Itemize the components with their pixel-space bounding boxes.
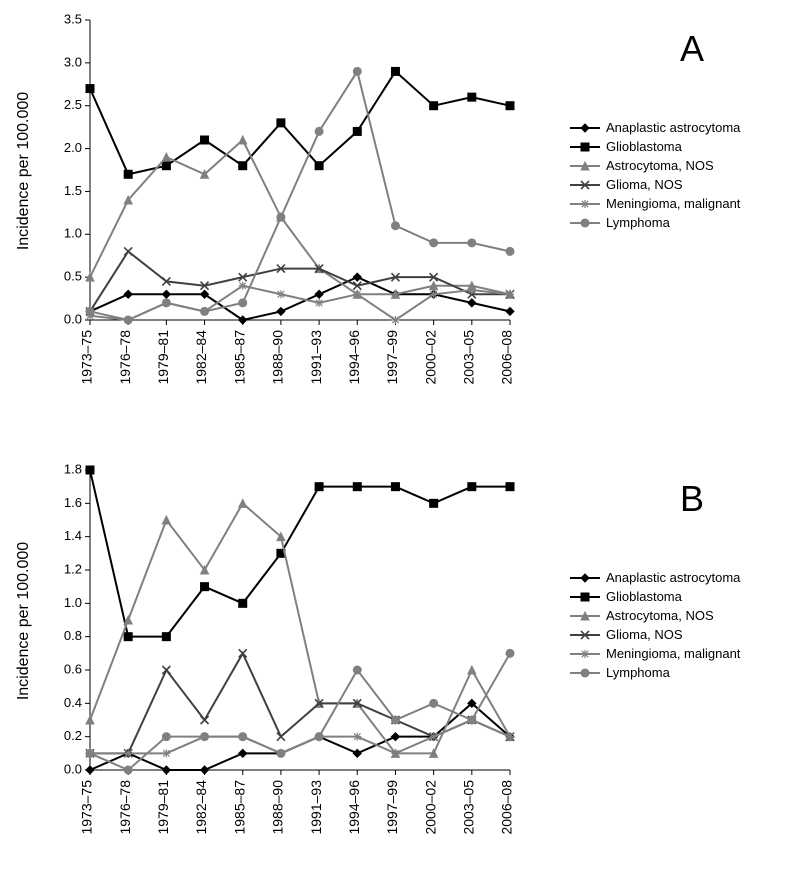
legend-item: Astrocytoma, NOS xyxy=(570,608,740,623)
legend-swatch xyxy=(570,122,600,134)
legend-b: Anaplastic astrocytoma Glioblastoma Astroc… xyxy=(570,570,740,684)
legend-label: Anaplastic astrocytoma xyxy=(606,570,740,585)
svg-text:2000–02: 2000–02 xyxy=(422,780,438,835)
legend-swatch xyxy=(570,141,600,153)
legend-label: Astrocytoma, NOS xyxy=(606,158,714,173)
svg-text:0.2: 0.2 xyxy=(64,728,82,743)
legend-label: Anaplastic astrocytoma xyxy=(606,120,740,135)
legend-a: Anaplastic astrocytoma Glioblastoma Astroc… xyxy=(570,120,740,234)
chart-b: 0.0 0.2 0.4 0.6 0.8 1.0 1.2 1.4 1.6 1.8 1973–75 197… xyxy=(0,460,530,850)
legend-swatch xyxy=(570,610,600,622)
legend-label: Glioblastoma xyxy=(606,589,682,604)
legend-swatch xyxy=(570,591,600,603)
legend-item: Lymphoma xyxy=(570,665,740,680)
legend-swatch xyxy=(570,160,600,172)
svg-text:1.8: 1.8 xyxy=(64,461,82,476)
svg-text:1991–93: 1991–93 xyxy=(308,780,324,835)
panel-label-a: A xyxy=(680,28,704,70)
svg-text:1988–90: 1988–90 xyxy=(270,330,286,385)
svg-text:2.0: 2.0 xyxy=(64,140,82,155)
legend-label: Lymphoma xyxy=(606,665,670,680)
svg-text:1982–84: 1982–84 xyxy=(193,330,209,385)
legend-label: Lymphoma xyxy=(606,215,670,230)
svg-text:2000–02: 2000–02 xyxy=(422,330,438,385)
svg-text:1979–81: 1979–81 xyxy=(155,780,171,835)
legend-label: Astrocytoma, NOS xyxy=(606,608,714,623)
svg-text:1994–96: 1994–96 xyxy=(346,330,362,385)
svg-text:1.6: 1.6 xyxy=(64,495,82,510)
svg-text:0.4: 0.4 xyxy=(64,695,82,710)
figure: Incidence per 100.000 Incidence per 100.… xyxy=(0,0,800,880)
legend-swatch xyxy=(570,198,600,210)
svg-text:1.0: 1.0 xyxy=(64,226,82,241)
legend-label: Meningioma, malignant xyxy=(606,196,740,211)
legend-item: Anaplastic astrocytoma xyxy=(570,570,740,585)
svg-text:3.0: 3.0 xyxy=(64,54,82,69)
svg-text:1997–99: 1997–99 xyxy=(384,780,400,835)
svg-text:2003–05: 2003–05 xyxy=(461,780,477,835)
legend-item: Glioma, NOS xyxy=(570,627,740,642)
svg-text:1994–96: 1994–96 xyxy=(346,780,362,835)
legend-swatch xyxy=(570,667,600,679)
svg-text:2.5: 2.5 xyxy=(64,97,82,112)
legend-label: Glioma, NOS xyxy=(606,627,683,642)
svg-text:0.0: 0.0 xyxy=(64,311,82,326)
legend-swatch xyxy=(570,648,600,660)
legend-swatch xyxy=(570,217,600,229)
svg-text:2006–08: 2006–08 xyxy=(499,330,515,385)
svg-text:0.0: 0.0 xyxy=(64,761,82,776)
legend-item: Glioblastoma xyxy=(570,139,740,154)
legend-item: Meningioma, malignant xyxy=(570,646,740,661)
svg-text:1985–87: 1985–87 xyxy=(231,780,247,835)
svg-text:1985–87: 1985–87 xyxy=(231,330,247,385)
svg-text:1988–90: 1988–90 xyxy=(270,780,286,835)
legend-item: Anaplastic astrocytoma xyxy=(570,120,740,135)
legend-label: Glioma, NOS xyxy=(606,177,683,192)
legend-item: Glioma, NOS xyxy=(570,177,740,192)
svg-text:0.6: 0.6 xyxy=(64,661,82,676)
legend-item: Astrocytoma, NOS xyxy=(570,158,740,173)
legend-swatch xyxy=(570,179,600,191)
chart-a: 0.0 0.5 1.0 1.5 2.0 2.5 3.0 3.5 1973–75 1976–78 19… xyxy=(0,10,530,400)
svg-text:0.5: 0.5 xyxy=(64,269,82,284)
svg-text:0.8: 0.8 xyxy=(64,628,82,643)
legend-label: Glioblastoma xyxy=(606,139,682,154)
svg-text:1976–78: 1976–78 xyxy=(117,780,133,835)
legend-label: Meningioma, malignant xyxy=(606,646,740,661)
legend-item: Meningioma, malignant xyxy=(570,196,740,211)
svg-text:1.2: 1.2 xyxy=(64,561,82,576)
svg-text:3.5: 3.5 xyxy=(64,11,82,26)
legend-swatch xyxy=(570,629,600,641)
panel-label-b: B xyxy=(680,478,704,520)
svg-text:1.0: 1.0 xyxy=(64,595,82,610)
legend-item: Glioblastoma xyxy=(570,589,740,604)
svg-text:2006–08: 2006–08 xyxy=(499,780,515,835)
svg-text:1.5: 1.5 xyxy=(64,183,82,198)
legend-swatch xyxy=(570,572,600,584)
svg-text:1997–99: 1997–99 xyxy=(384,330,400,385)
svg-text:1979–81: 1979–81 xyxy=(155,330,171,385)
svg-text:1973–75: 1973–75 xyxy=(79,330,95,385)
svg-text:1976–78: 1976–78 xyxy=(117,330,133,385)
svg-text:1982–84: 1982–84 xyxy=(193,780,209,835)
svg-text:1991–93: 1991–93 xyxy=(308,330,324,385)
svg-text:1973–75: 1973–75 xyxy=(79,780,95,835)
legend-item: Lymphoma xyxy=(570,215,740,230)
svg-text:1.4: 1.4 xyxy=(64,528,82,543)
svg-text:2003–05: 2003–05 xyxy=(461,330,477,385)
